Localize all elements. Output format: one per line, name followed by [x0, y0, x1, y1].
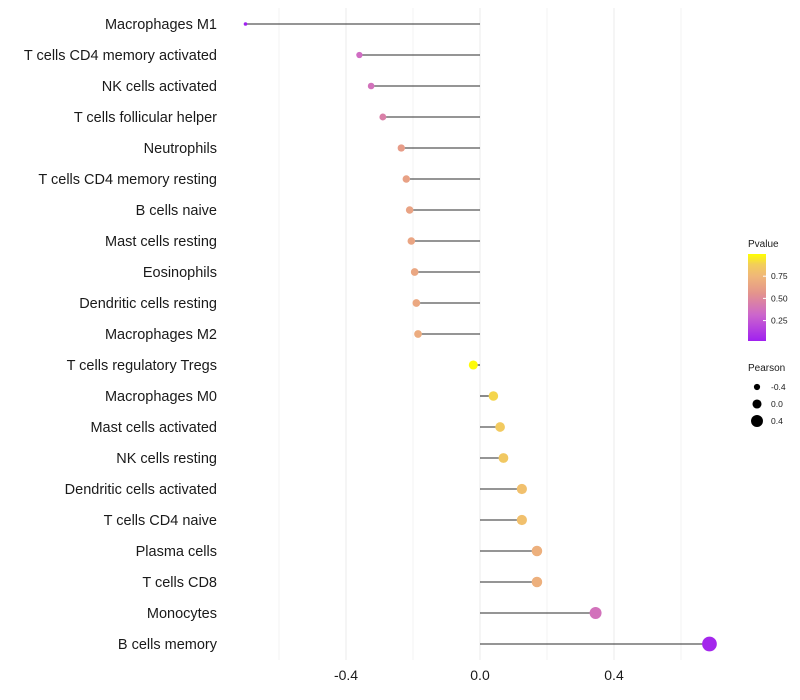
category-label: Macrophages M0: [105, 389, 217, 405]
lollipop-point: [516, 514, 527, 526]
lollipop-point: [516, 483, 527, 495]
pvalue-colorbar: [748, 254, 766, 341]
category-label: B cells memory: [118, 637, 218, 653]
category-label: NK cells activated: [102, 79, 217, 95]
legend: Pvalue 0.75 0.50 0.25 Pearson -0.4 0.0 0.4: [748, 239, 788, 427]
category-label: Macrophages M1: [105, 17, 217, 33]
category-label: T cells regulatory Tregs: [67, 358, 217, 374]
category-label: Plasma cells: [136, 544, 217, 560]
pearson-legend-label: -0.4: [771, 382, 786, 392]
lollipop-point: [488, 391, 499, 401]
colorbar-tick-label: 0.75: [771, 271, 788, 281]
category-label: Monocytes: [147, 606, 217, 622]
pearson-legend-title: Pearson: [748, 363, 785, 374]
x-tick-label: 0.0: [470, 667, 490, 683]
lollipop-point: [589, 607, 602, 619]
lollipop-points: [243, 22, 717, 652]
lollipop-point: [356, 51, 363, 59]
pvalue-legend-title: Pvalue: [748, 239, 779, 250]
category-label: Dendritic cells resting: [79, 296, 217, 312]
lollipop-point: [412, 299, 421, 307]
lollipop-point: [397, 144, 405, 152]
category-label: Mast cells activated: [90, 420, 217, 436]
pearson-legend-label: 0.0: [771, 399, 783, 409]
category-label: T cells CD4 memory activated: [24, 48, 217, 64]
lollipop-point: [702, 636, 717, 652]
lollipop-point: [407, 237, 416, 245]
category-label: B cells naive: [136, 203, 217, 219]
category-label: Neutrophils: [144, 141, 217, 157]
lollipop-point: [498, 453, 509, 463]
lollipop-point: [405, 206, 414, 214]
pearson-legend-point: [752, 399, 762, 409]
category-label: T cells CD4 naive: [104, 513, 217, 529]
lollipop-point: [531, 545, 543, 557]
lollipop-point: [468, 360, 478, 370]
colorbar-tick-label: 0.25: [771, 316, 788, 326]
lollipop-point: [414, 330, 422, 338]
x-tick-label: 0.4: [604, 667, 624, 683]
lollipop-point: [243, 22, 248, 26]
colorbar-tick-label: 0.50: [771, 293, 788, 303]
lollipop-point: [402, 175, 411, 183]
category-label: T cells follicular helper: [74, 110, 217, 126]
pearson-legend-point: [753, 383, 761, 391]
x-axis: -0.4 0.0 0.4: [334, 667, 624, 683]
category-label: T cells CD4 memory resting: [38, 172, 217, 188]
lollipop-point: [531, 576, 543, 588]
lollipop-point: [410, 268, 419, 276]
category-label: NK cells resting: [116, 451, 217, 467]
pearson-legend-label: 0.4: [771, 416, 783, 426]
category-label: Macrophages M2: [105, 327, 217, 343]
category-label: T cells CD8: [142, 575, 217, 591]
pearson-legend-point: [751, 415, 763, 427]
lollipop-point: [379, 113, 387, 121]
category-axis: Macrophages M1 T cells CD4 memory activat…: [24, 17, 218, 653]
category-label: Mast cells resting: [105, 234, 217, 250]
lollipop-segments: [245, 23, 710, 645]
lollipop-point: [367, 82, 375, 90]
category-label: Eosinophils: [143, 265, 217, 281]
category-label: Dendritic cells activated: [65, 482, 217, 498]
x-tick-label: -0.4: [334, 667, 358, 683]
lollipop-point: [495, 422, 505, 432]
